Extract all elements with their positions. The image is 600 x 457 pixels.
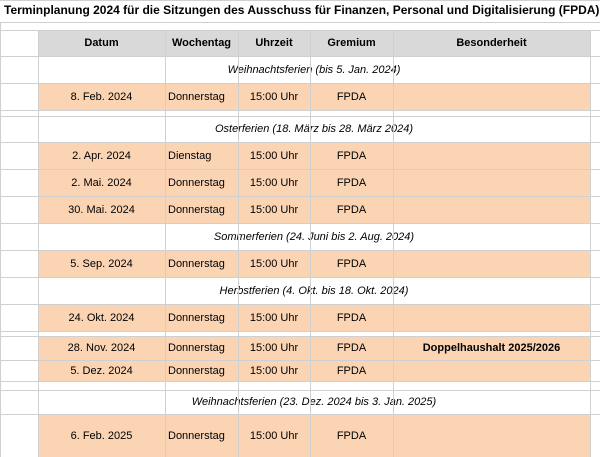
grid-line — [0, 169, 600, 170]
cell-uhrzeit: 15:00 Uhr — [249, 311, 299, 324]
cell-gremium: FPDA — [336, 429, 367, 442]
cell-gremium: FPDA — [336, 342, 367, 354]
row-background — [38, 142, 590, 169]
column-header: Uhrzeit — [238, 30, 310, 56]
row-background — [38, 169, 590, 196]
grid-line — [0, 30, 600, 31]
grid-line — [38, 30, 39, 457]
cell-besonderheit: Doppelhaushalt 2025/2026 — [422, 342, 561, 354]
cell-wochentag: Donnerstag — [168, 203, 225, 216]
column-header: Wochentag — [165, 30, 238, 56]
grid-line — [0, 381, 600, 382]
row-background — [38, 83, 590, 110]
sheet-title: Terminplanung 2024 für die Sitzungen des… — [4, 3, 600, 17]
row-background — [38, 196, 590, 223]
cell-uhrzeit: 15:00 Uhr — [249, 149, 299, 162]
cell-uhrzeit: 15:00 Uhr — [249, 203, 299, 216]
grid-line — [0, 414, 600, 415]
grid-line — [0, 83, 600, 84]
cell-gremium: FPDA — [336, 176, 367, 189]
grid-line — [0, 56, 600, 57]
cell-datum: 24. Okt. 2024 — [68, 311, 135, 324]
holiday-note: Herbstferien (4. Okt. bis 18. Okt. 2024) — [219, 284, 409, 297]
grid-line — [590, 30, 591, 457]
cell-uhrzeit: 15:00 Uhr — [249, 342, 299, 354]
cell-wochentag: Donnerstag — [168, 257, 225, 270]
grid-line — [0, 22, 600, 23]
grid-line — [0, 223, 600, 224]
holiday-note: Sommerferien (24. Juni bis 2. Aug. 2024) — [213, 230, 415, 243]
column-header: Gremium — [310, 30, 393, 56]
holiday-note: Osterferien (18. März bis 28. März 2024) — [214, 123, 414, 135]
column-header: Datum — [38, 30, 165, 56]
cell-uhrzeit: 15:00 Uhr — [249, 257, 299, 270]
grid-line — [165, 30, 166, 457]
cell-wochentag: Donnerstag — [168, 176, 225, 189]
cell-datum: 5. Dez. 2024 — [70, 364, 133, 377]
cell-wochentag: Donnerstag — [168, 90, 225, 103]
row-background — [38, 360, 590, 381]
grid-line — [0, 22, 1, 457]
cell-wochentag: Donnerstag — [168, 429, 225, 442]
holiday-note: Weihnachtsferien (23. Dez. 2024 bis 3. J… — [191, 396, 437, 408]
cell-uhrzeit: 15:00 Uhr — [249, 176, 299, 189]
grid-line — [0, 196, 600, 197]
row-background — [38, 336, 590, 360]
cell-wochentag: Donnerstag — [168, 311, 225, 324]
grid-line — [0, 360, 600, 361]
grid-line — [238, 30, 239, 457]
grid-line — [0, 331, 600, 332]
column-header: Besonderheit — [393, 30, 590, 56]
grid-line — [0, 110, 600, 111]
row-background — [38, 304, 590, 331]
grid-line — [0, 0, 600, 1]
cell-datum: 8. Feb. 2024 — [70, 90, 133, 103]
cell-uhrzeit: 15:00 Uhr — [249, 364, 299, 377]
grid-line — [0, 390, 600, 391]
cell-datum: 6. Feb. 2025 — [70, 429, 133, 442]
cell-wochentag: Donnerstag — [168, 342, 225, 354]
grid-line — [393, 30, 394, 457]
cell-gremium: FPDA — [336, 311, 367, 324]
cell-gremium: FPDA — [336, 149, 367, 162]
holiday-note: Weihnachtsferien (bis 5. Jan. 2024) — [227, 63, 401, 76]
grid-line — [0, 250, 600, 251]
cell-uhrzeit: 15:00 Uhr — [249, 429, 299, 442]
cell-datum: 28. Nov. 2024 — [67, 342, 136, 354]
grid-line — [0, 142, 600, 143]
grid-line — [0, 277, 600, 278]
cell-datum: 2. Apr. 2024 — [72, 149, 131, 162]
row-background — [38, 414, 590, 457]
grid-line — [310, 30, 311, 457]
cell-uhrzeit: 15:00 Uhr — [249, 90, 299, 103]
grid-line — [0, 304, 600, 305]
cell-datum: 5. Sep. 2024 — [70, 257, 133, 270]
cell-wochentag: Donnerstag — [168, 364, 225, 377]
row-background — [38, 250, 590, 277]
cell-gremium: FPDA — [336, 257, 367, 270]
cell-wochentag: Dienstag — [168, 149, 212, 162]
grid-line — [0, 116, 600, 117]
cell-gremium: FPDA — [336, 364, 367, 377]
cell-gremium: FPDA — [336, 203, 367, 216]
cell-datum: 2. Mai. 2024 — [71, 176, 132, 189]
grid-line — [0, 336, 600, 337]
cell-datum: 30. Mai. 2024 — [68, 203, 135, 216]
cell-gremium: FPDA — [336, 90, 367, 103]
